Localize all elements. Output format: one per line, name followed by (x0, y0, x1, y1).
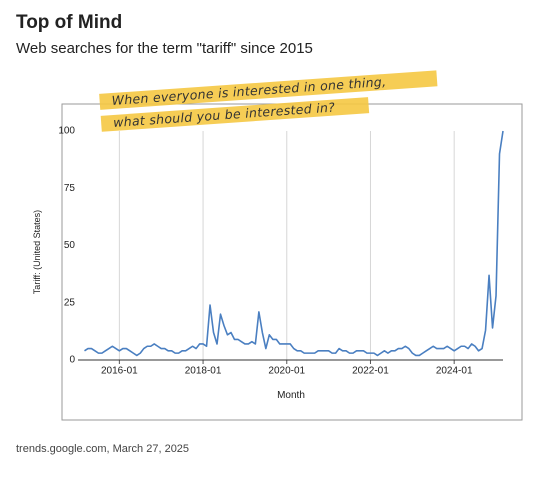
y-tick-label: 100 (58, 126, 75, 137)
chart-title: Top of Mind (16, 12, 122, 33)
highlight (100, 97, 370, 132)
source: trends.google.com, March 27, 2025 (16, 443, 189, 455)
x-axis-label: Month (277, 390, 305, 401)
x-tick-label: 2022-01 (352, 366, 389, 377)
y-tick-label: 25 (64, 297, 76, 308)
y-axis-label: Tariff: (United States) (32, 210, 42, 294)
x-tick-label: 2020-01 (268, 366, 305, 377)
y-tick-label: 50 (64, 240, 76, 251)
x-tick-label: 2024-01 (436, 366, 473, 377)
y-tick-label: 75 (64, 183, 76, 194)
y-tick-label: 0 (69, 355, 75, 366)
x-tick-label: 2016-01 (101, 366, 138, 377)
highlight (99, 70, 438, 110)
data-line (84, 130, 504, 357)
annotation: When everyone is interested in one thing… (99, 70, 438, 132)
chart-subtitle: Web searches for the term "tariff" since… (16, 40, 313, 57)
x-tick-label: 2018-01 (185, 366, 222, 377)
